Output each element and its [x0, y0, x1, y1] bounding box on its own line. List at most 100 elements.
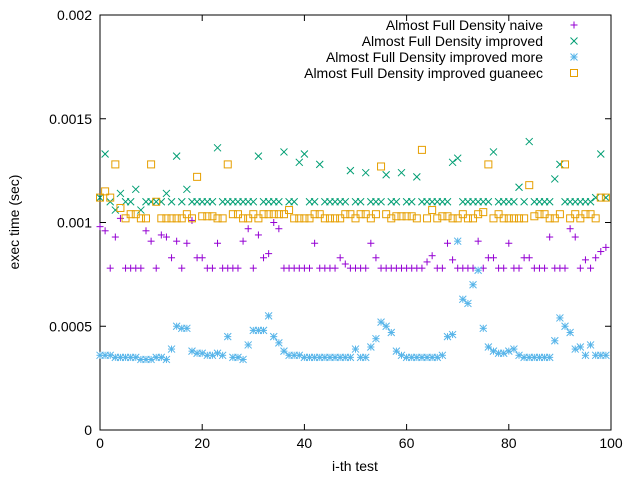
data-point: [571, 210, 580, 219]
y-tick-label: 0.0015: [49, 111, 92, 127]
data-point: [157, 231, 165, 239]
data-point: [412, 172, 421, 181]
x-stroke-b: [550, 175, 559, 183]
data-point: [106, 193, 115, 202]
data-point: [494, 210, 503, 219]
data-point: [392, 212, 401, 221]
data-point: [336, 214, 345, 223]
data-point: [111, 206, 120, 214]
legend-marker: [570, 69, 578, 77]
data-point: [505, 239, 513, 247]
data-point: [141, 214, 150, 223]
data-point: [234, 264, 242, 272]
x-stroke-b: [484, 197, 493, 206]
star-d2: [464, 299, 472, 308]
data-point: [295, 158, 304, 167]
star-d2: [576, 343, 585, 351]
data-point: [469, 280, 477, 289]
data-point: [239, 214, 248, 223]
data-point: [341, 197, 350, 206]
data-point: [500, 264, 508, 272]
data-point: [392, 197, 401, 206]
data-point: [346, 353, 355, 362]
data-point: [382, 322, 391, 331]
data-point: [213, 143, 222, 152]
star-d2: [213, 349, 222, 358]
x-stroke-b: [412, 172, 421, 181]
data-point: [581, 351, 590, 360]
data-point: [315, 210, 324, 219]
data-point: [515, 183, 523, 192]
data-point: [556, 314, 564, 322]
x-stroke-b: [126, 197, 135, 206]
data-point: [402, 212, 411, 221]
data-point: [106, 264, 114, 272]
data-point: [489, 254, 497, 262]
legend-marker: [570, 21, 578, 29]
legend: Almost Full Density naive Almost Full De…: [304, 17, 578, 81]
x-stroke-b: [315, 160, 324, 169]
data-point: [254, 152, 263, 160]
data-point: [172, 214, 181, 223]
data-point: [520, 214, 529, 223]
data-point: [561, 264, 569, 272]
data-point: [602, 351, 610, 360]
data-point: [264, 210, 273, 219]
data-point: [183, 324, 191, 333]
data-point: [448, 158, 457, 167]
data-point: [346, 166, 355, 175]
data-point: [587, 264, 595, 272]
x-stroke-b: [489, 148, 498, 156]
data-point: [367, 239, 375, 247]
data-point: [167, 214, 176, 223]
star-d2: [484, 343, 493, 351]
data-point: [300, 150, 309, 158]
star-d2: [106, 351, 115, 360]
data-point: [592, 254, 600, 262]
star-d2: [453, 237, 462, 246]
data-point: [479, 208, 488, 217]
data-point: [597, 248, 605, 256]
data-point: [418, 264, 426, 272]
data-point: [561, 160, 570, 169]
star-d2: [377, 318, 385, 326]
data-point: [387, 214, 396, 223]
data-point: [407, 212, 416, 221]
data-point: [213, 214, 222, 223]
data-point: [449, 256, 457, 264]
data-point: [223, 332, 232, 341]
data-point: [397, 212, 406, 221]
data-point: [152, 197, 161, 206]
legend-marker: [570, 53, 578, 61]
legend-marker: [570, 37, 578, 45]
star-d2: [198, 349, 207, 358]
data-point: [193, 172, 202, 181]
data-point: [121, 214, 130, 223]
data-point: [162, 214, 171, 223]
data-point: [131, 210, 140, 219]
data-point: [142, 227, 150, 235]
data-point: [162, 233, 170, 241]
legend-markers: [570, 21, 578, 77]
data-point: [525, 137, 534, 146]
x-stroke-b: [346, 166, 355, 175]
data-point: [315, 160, 324, 169]
star-d2: [545, 353, 554, 362]
data-point: [136, 214, 145, 223]
legend-label-improved: Almost Full Density improved: [362, 33, 543, 49]
data-point: [377, 318, 385, 326]
data-point: [586, 341, 595, 349]
data-point: [392, 347, 401, 356]
x-stroke-b: [172, 152, 181, 160]
star-d2: [295, 351, 304, 360]
star-d2: [351, 345, 360, 353]
data-point: [556, 160, 564, 169]
data-point: [198, 254, 206, 262]
data-point: [167, 345, 176, 353]
x-stroke-b: [213, 143, 222, 152]
data-point: [550, 214, 559, 223]
data-point: [244, 214, 253, 223]
data-point: [504, 214, 513, 223]
data-point: [259, 210, 268, 219]
data-point: [377, 162, 386, 171]
